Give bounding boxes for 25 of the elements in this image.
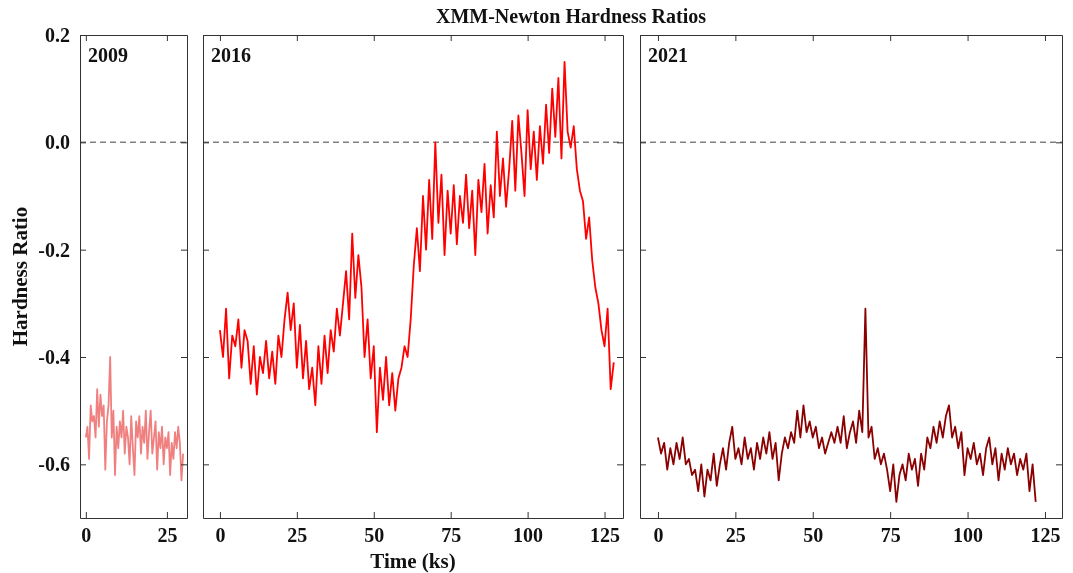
annotation: 2009 (88, 44, 128, 66)
x-tick-label: 100 (953, 524, 984, 547)
x-tick-label: 25 (287, 524, 308, 547)
y-tick-label: -0.4 (38, 345, 70, 368)
x-tick-label: 50 (803, 524, 824, 547)
x-tick-label: 125 (590, 524, 621, 547)
x-tick-label: 25 (725, 524, 746, 547)
x-tick-label: 125 (1030, 524, 1061, 547)
x-tick-label: 0 (215, 524, 226, 547)
chart-title: XMM-Newton Hardness Ratios (436, 5, 707, 27)
y-axis-title: Hardness Ratio (8, 206, 32, 347)
y-tick-label: 0.2 (45, 23, 70, 46)
x-tick-label: 50 (364, 524, 385, 547)
x-tick-label: 75 (880, 524, 901, 547)
x-tick-label: 0 (653, 524, 664, 547)
annotation: 2016 (211, 44, 251, 66)
annotation: 2021 (648, 44, 688, 66)
x-tick-label: 0 (81, 524, 92, 547)
y-tick-label: -0.6 (38, 453, 70, 476)
x-tick-label: 25 (157, 524, 178, 547)
x-axis-title: Time (ks) (370, 549, 456, 573)
x-tick-label: 100 (513, 524, 544, 547)
y-tick-label: -0.2 (38, 238, 70, 261)
x-tick-label: 75 (441, 524, 462, 547)
y-tick-label: 0.0 (45, 131, 70, 154)
